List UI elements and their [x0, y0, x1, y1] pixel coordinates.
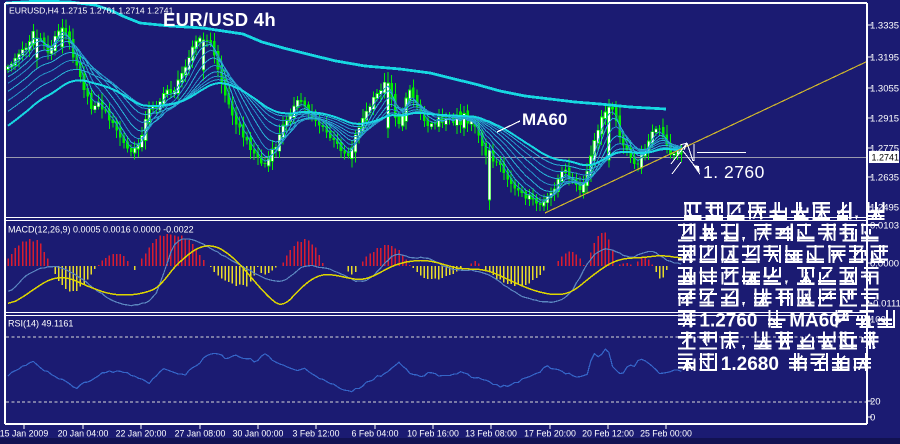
svg-text:RSI(14) 49.1161: RSI(14) 49.1161	[8, 319, 73, 329]
svg-text:1.3055: 1.3055	[870, 84, 899, 95]
svg-text:1.2495: 1.2495	[870, 203, 899, 214]
svg-text:27 Jan 08:00: 27 Jan 08:00	[175, 429, 226, 439]
svg-text:EUR/USD 4h: EUR/USD 4h	[163, 9, 276, 30]
svg-text:17 Feb 20:00: 17 Feb 20:00	[524, 429, 576, 439]
svg-text:3 Feb 12:00: 3 Feb 12:00	[293, 429, 340, 439]
svg-text:0.0000: 0.0000	[870, 259, 899, 270]
svg-text:MACD(12,26,9) 0.0005 0.0016 0.: MACD(12,26,9) 0.0005 0.0016 0.0000 -0.00…	[8, 225, 194, 235]
svg-text:-0.0111: -0.0111	[870, 299, 900, 310]
svg-text:1.3335: 1.3335	[870, 21, 899, 32]
svg-text:6 Feb 04:00: 6 Feb 04:00	[352, 429, 399, 439]
svg-text:10 Feb 16:00: 10 Feb 16:00	[407, 429, 459, 439]
svg-text:1.2915: 1.2915	[870, 114, 899, 125]
svg-text:EURUSD,H4 1.2715 1.2761 1.271: EURUSD,H4 1.2715 1.2761 1.2714 1.2741	[9, 6, 174, 16]
svg-text:1.2635: 1.2635	[870, 173, 899, 184]
svg-text:MA60: MA60	[789, 311, 840, 332]
svg-text:1.2680: 1.2680	[721, 354, 779, 375]
svg-text:30 Jan 00:00: 30 Jan 00:00	[233, 429, 284, 439]
svg-text:22 Jan 20:00: 22 Jan 20:00	[116, 429, 167, 439]
svg-text:20: 20	[870, 397, 881, 408]
svg-text:15 Jan 2009: 15 Jan 2009	[0, 429, 48, 439]
svg-text:25 Feb 00:00: 25 Feb 00:00	[640, 429, 692, 439]
svg-text:1.3195: 1.3195	[870, 53, 899, 64]
svg-text:20 Jan 04:00: 20 Jan 04:00	[58, 429, 109, 439]
svg-text:20 Feb 12:00: 20 Feb 12:00	[582, 429, 634, 439]
svg-text:MA60: MA60	[522, 110, 567, 129]
svg-text:1.2775: 1.2775	[870, 144, 899, 155]
svg-text:1. 2760: 1. 2760	[703, 162, 765, 182]
svg-text:0.0103: 0.0103	[870, 221, 899, 232]
svg-text:13 Feb 08:00: 13 Feb 08:00	[465, 429, 517, 439]
svg-text:1.2741: 1.2741	[872, 153, 900, 163]
svg-text:1.2760: 1.2760	[699, 311, 757, 332]
svg-text:0: 0	[870, 413, 875, 424]
